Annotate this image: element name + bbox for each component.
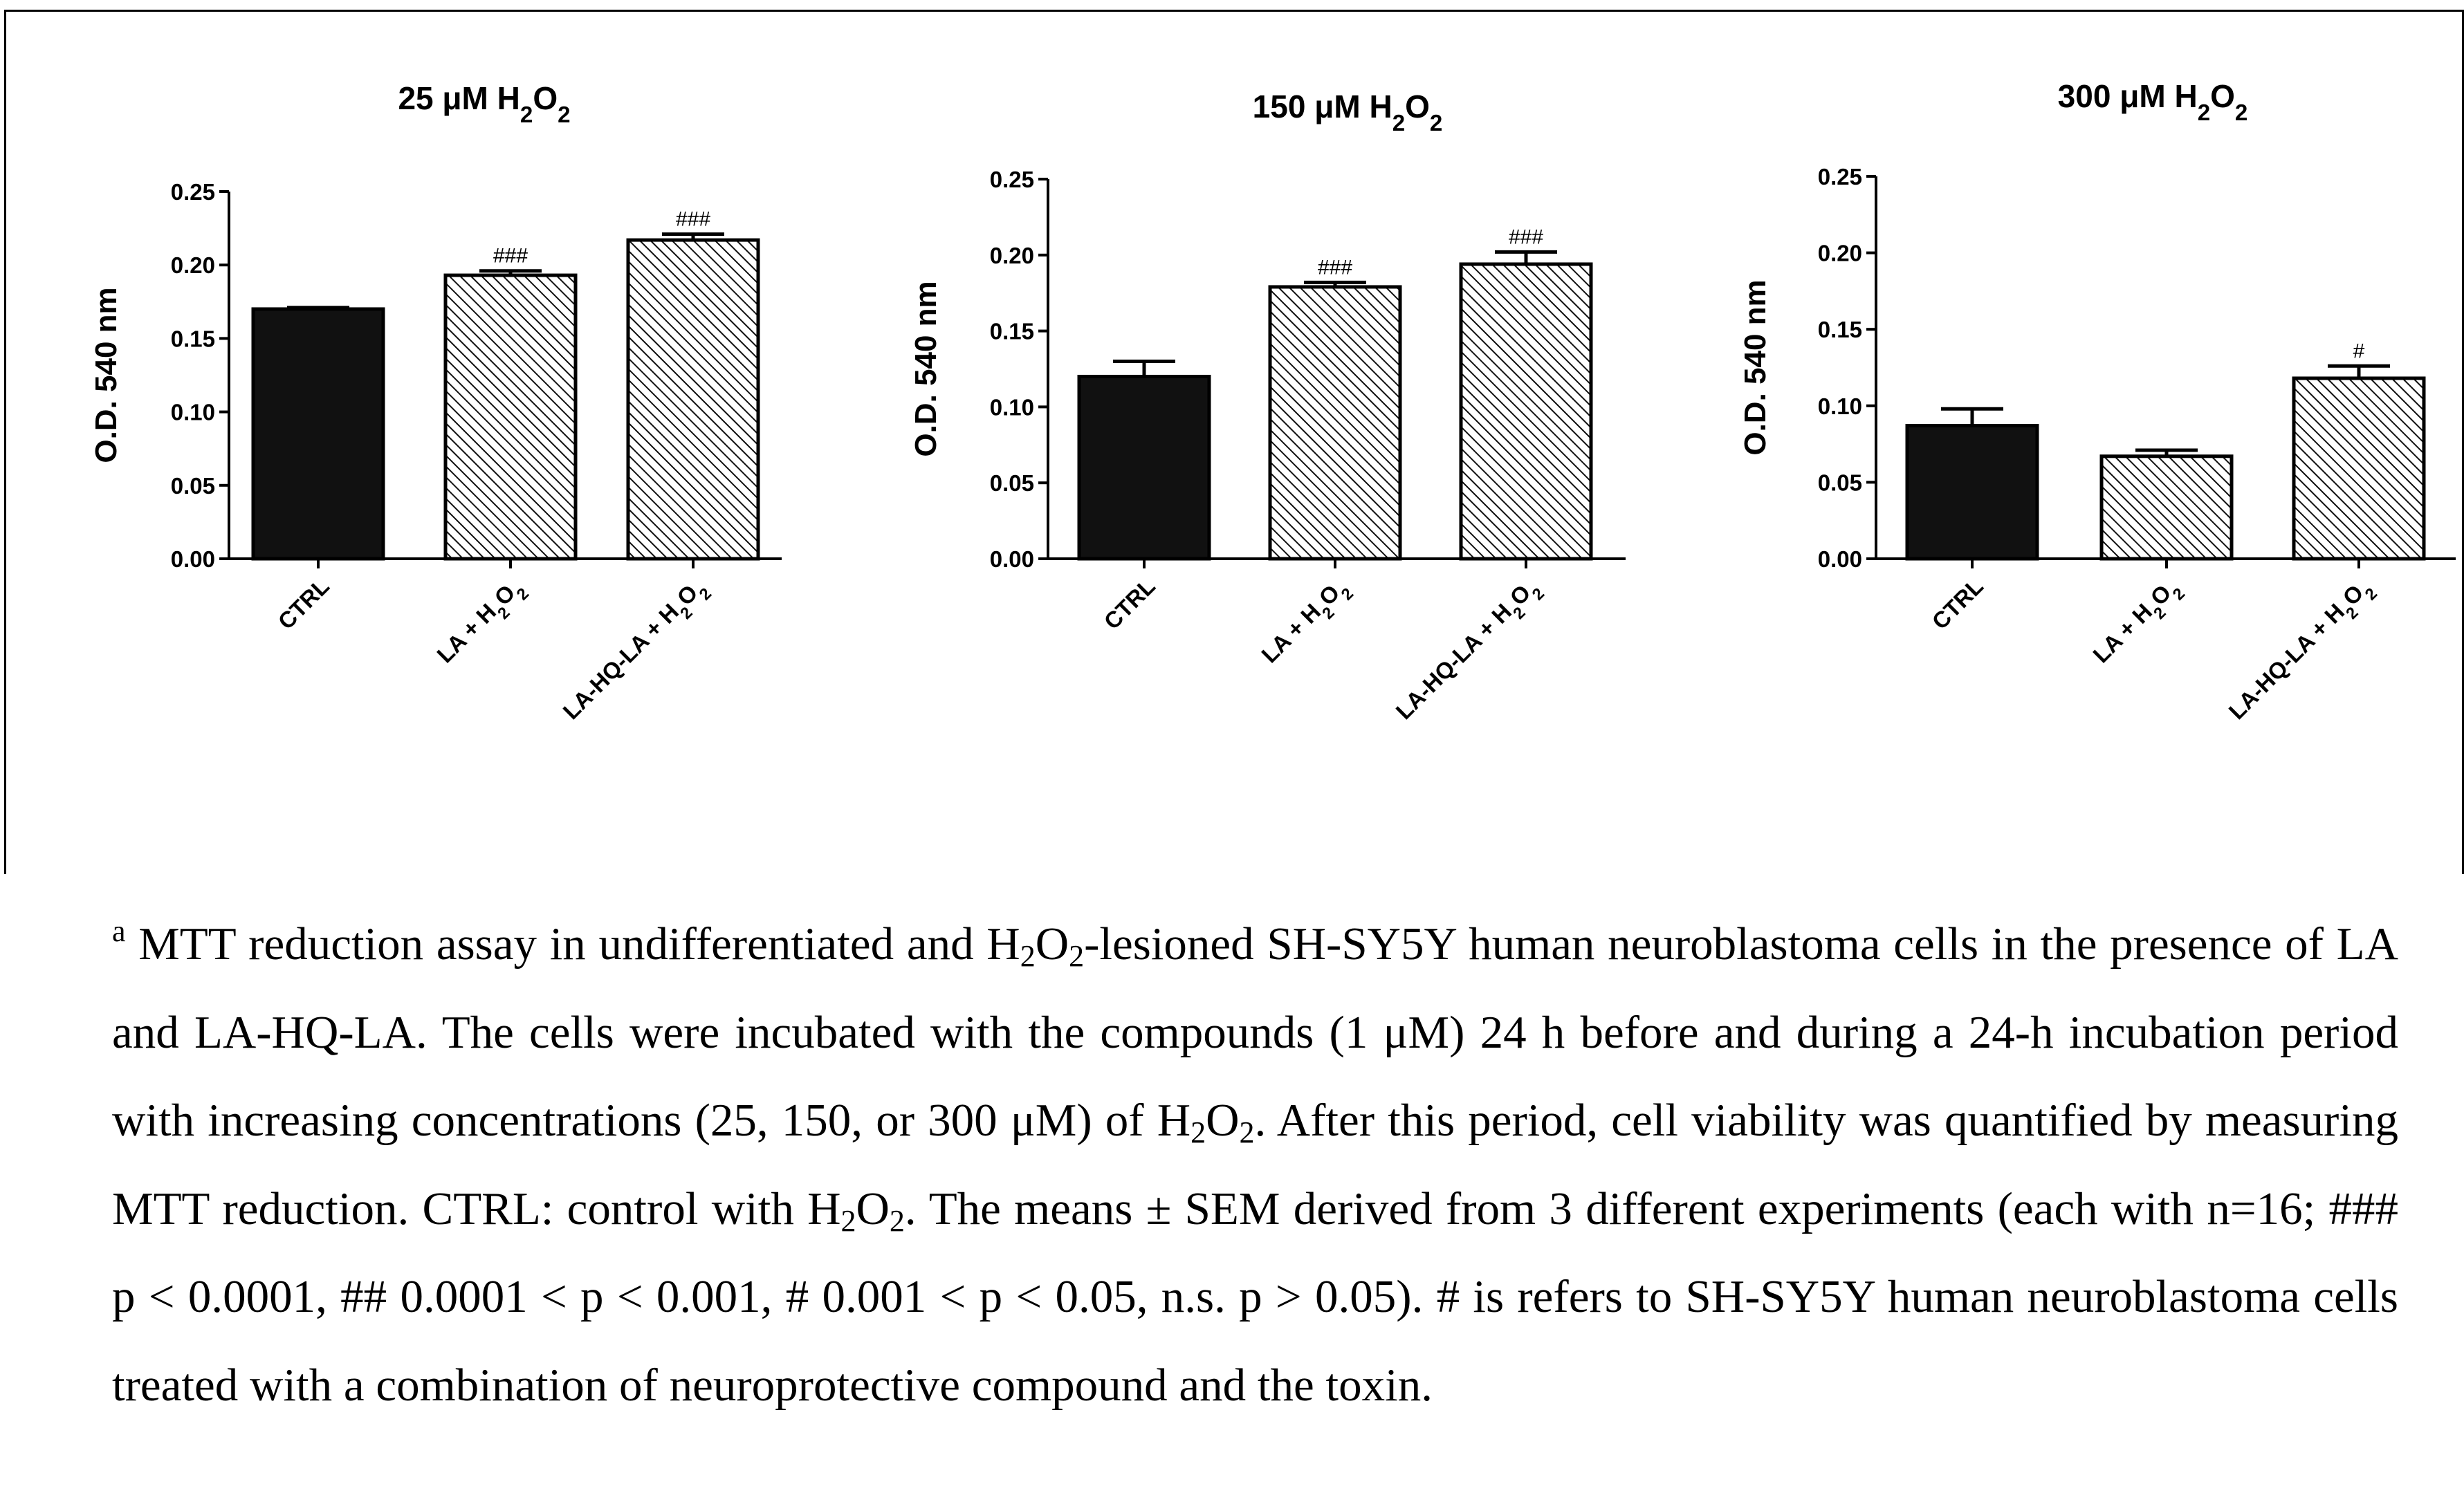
chart-2-category-label-2: LA + H2O2 bbox=[1256, 573, 1357, 674]
chart-1-y-tick-label: 0.20 bbox=[171, 252, 215, 278]
caption-subscript-3b: 2 bbox=[889, 1203, 905, 1238]
caption-subscript-2a: 2 bbox=[1190, 1115, 1206, 1149]
caption-text-3: . After this period, cell viability was … bbox=[112, 1095, 2398, 1234]
chart-1-significance-3: ### bbox=[676, 208, 710, 231]
caption-footnote-marker: a bbox=[112, 914, 126, 948]
chart-3-category-label-1: CTRL bbox=[1927, 573, 1988, 634]
chart-3-category-label-3: LA-HQ-LA + H2O2 bbox=[2224, 573, 2381, 730]
chart-1-y-tick-label: 0.10 bbox=[171, 400, 215, 425]
chart-3-y-tick-label: 0.00 bbox=[1818, 546, 1862, 572]
figure-frame bbox=[4, 10, 2464, 874]
chart-2-y-tick-label: 0.20 bbox=[990, 243, 1034, 268]
chart-3-significance-3: # bbox=[2353, 340, 2365, 362]
chart-3-category-label-2: LA + H2O2 bbox=[2088, 573, 2189, 674]
chart-1-y-tick-label: 0.25 bbox=[171, 179, 215, 205]
chart-1-y-tick-label: 0.00 bbox=[171, 546, 215, 572]
chart-1-y-axis-label: O.D. 540 nm bbox=[89, 287, 123, 463]
caption-text-1: MTT reduction assay in undifferentiated … bbox=[125, 918, 1020, 970]
chart-2-y-tick-label: 0.00 bbox=[990, 546, 1034, 572]
chart-3-y-tick-label: 0.10 bbox=[1818, 393, 1862, 419]
caption-text-2: -lesioned SH-SY5Y human neuroblastoma ce… bbox=[112, 918, 2398, 1146]
chart-3-y-tick-label: 0.15 bbox=[1818, 317, 1862, 342]
chart-1-title: 25 μM H2O2 bbox=[398, 80, 570, 128]
chart-2-y-axis-label: O.D. 540 nm bbox=[909, 281, 943, 456]
chart-2-category-label-1: CTRL bbox=[1099, 573, 1160, 634]
chart-2-title: 150 μM H2O2 bbox=[1253, 89, 1443, 136]
chart-2-y-tick-label: 0.05 bbox=[990, 470, 1034, 496]
chart-3-y-tick-label: 0.20 bbox=[1818, 241, 1862, 266]
chart-1-category-label-3: LA-HQ-LA + H2O2 bbox=[558, 573, 715, 730]
chart-3-bar-2 bbox=[2099, 454, 2234, 561]
chart-2-bar-1 bbox=[1077, 374, 1211, 561]
chart-1-category-label-1: CTRL bbox=[273, 573, 334, 634]
chart-3-y-axis-label: O.D. 540 nm bbox=[1738, 279, 1772, 455]
charts-figure: 25 μM H2O2 O.D. 540 nm 0.00 0.05 0.10 0.15 0.2… bbox=[89, 78, 2456, 730]
caption-oxygen-2: O bbox=[1206, 1095, 1240, 1146]
chart-2-category-label-3: LA-HQ-LA + H2O2 bbox=[1391, 573, 1548, 730]
chart-2-bar-2 bbox=[1268, 285, 1402, 561]
chart-2-bar-3 bbox=[1459, 262, 1593, 561]
caption-oxygen-3: O bbox=[856, 1183, 890, 1234]
chart-1-bar-2 bbox=[443, 273, 578, 561]
caption-text-4: . The means ± SEM derived from 3 differe… bbox=[112, 1183, 2399, 1411]
chart-2-y-tick-label: 0.10 bbox=[990, 394, 1034, 420]
chart-2-y-tick-label: 0.25 bbox=[990, 167, 1034, 192]
chart-3-bar-1 bbox=[1905, 424, 2039, 561]
caption-subscript-3a: 2 bbox=[840, 1203, 856, 1238]
chart-1-bar-3 bbox=[626, 238, 760, 561]
chart-1-y-tick-label: 0.05 bbox=[171, 473, 215, 499]
chart-2-significance-2: ### bbox=[1318, 256, 1352, 279]
chart-1-significance-2: ### bbox=[493, 245, 528, 268]
caption-subscript-1b: 2 bbox=[1069, 939, 1085, 973]
caption-subscript-2b: 2 bbox=[1239, 1115, 1255, 1149]
chart-3-y-tick-label: 0.25 bbox=[1818, 164, 1862, 189]
caption-subscript-1a: 2 bbox=[1020, 939, 1036, 973]
chart-3-title: 300 μM H2O2 bbox=[2058, 78, 2248, 126]
chart-1-bar-1 bbox=[251, 307, 385, 561]
chart-2-significance-3: ### bbox=[1509, 225, 1543, 248]
chart-1-y-tick-label: 0.15 bbox=[171, 326, 215, 351]
chart-3-bar-3 bbox=[2292, 376, 2426, 561]
chart-1-category-label-2: LA + H2O2 bbox=[432, 573, 533, 674]
caption-oxygen-1: O bbox=[1035, 918, 1069, 970]
figure-caption: a MTT reduction assay in undifferentiate… bbox=[112, 900, 2398, 1429]
chart-2-y-tick-label: 0.15 bbox=[990, 319, 1034, 344]
chart-3-y-tick-label: 0.05 bbox=[1818, 470, 1862, 495]
